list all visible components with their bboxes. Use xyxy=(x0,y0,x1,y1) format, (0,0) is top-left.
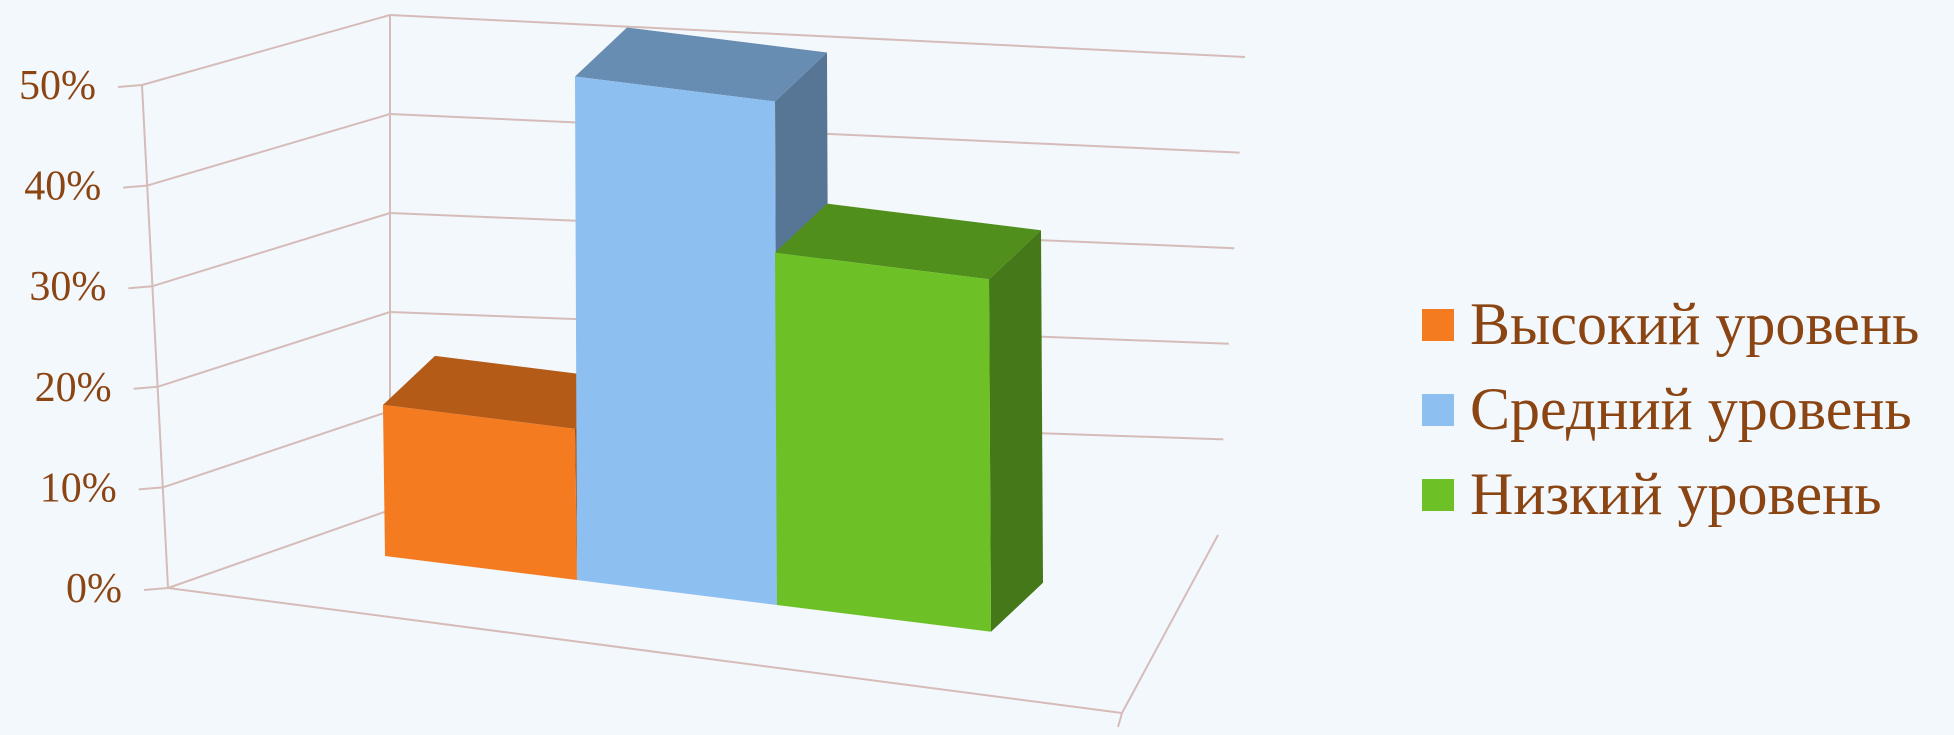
legend-swatch xyxy=(1422,309,1454,341)
bar-front-face xyxy=(775,252,991,632)
y-tick-mark xyxy=(133,385,158,390)
y-tick-label: 10% xyxy=(40,465,117,511)
legend-swatch xyxy=(1422,394,1454,426)
y-axis-line xyxy=(141,84,169,589)
floor-edge xyxy=(167,509,391,589)
y-tick-mark xyxy=(138,486,163,491)
x-tick-mark xyxy=(1117,712,1123,728)
y-tick-label: 40% xyxy=(24,164,101,210)
legend-label: Низкий уровень xyxy=(1470,461,1882,527)
legend-item: Высокий уровень xyxy=(1422,291,1919,357)
legend-label: Высокий уровень xyxy=(1470,291,1919,357)
y-axis-ticks: 0% 10% 20% 30% 40% 50% xyxy=(19,63,169,612)
legend-label: Средний уровень xyxy=(1470,376,1912,442)
side-wall-gridline xyxy=(141,14,391,86)
y-tick-mark xyxy=(117,84,143,88)
back-wall-gridline xyxy=(389,14,1246,58)
y-tick-mark xyxy=(123,184,148,189)
bar-front-face xyxy=(575,76,777,605)
floor-edge xyxy=(1121,534,1219,714)
bar-3 xyxy=(775,203,1043,632)
y-tick-label: 50% xyxy=(19,63,96,109)
side-wall-gridline xyxy=(146,113,391,187)
bar-side-face xyxy=(989,230,1043,632)
legend: Высокий уровень Средний уровень Низкий уро… xyxy=(1422,291,1919,527)
legend-item: Средний уровень xyxy=(1422,376,1912,442)
side-wall-gridline xyxy=(152,212,391,288)
y-tick-label: 30% xyxy=(29,264,106,310)
bar-top-face xyxy=(575,27,827,102)
y-tick-mark xyxy=(143,587,169,591)
bars xyxy=(383,27,1043,632)
y-tick-label: 0% xyxy=(66,566,122,612)
bar-top-face xyxy=(383,355,627,429)
side-wall-gridline xyxy=(157,311,391,388)
side-wall-gridline xyxy=(162,410,391,489)
bar-front-face xyxy=(383,404,577,580)
y-tick-label: 20% xyxy=(35,365,112,411)
bar-top-face xyxy=(775,203,1041,280)
legend-swatch xyxy=(1422,479,1454,511)
floor-edge xyxy=(167,587,1123,714)
legend-item: Низкий уровень xyxy=(1422,461,1882,527)
y-tick-mark xyxy=(128,285,153,290)
